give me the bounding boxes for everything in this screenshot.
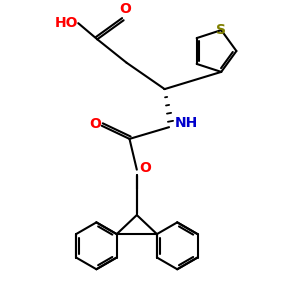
Text: NH: NH	[175, 116, 198, 130]
Text: O: O	[89, 117, 101, 131]
Text: S: S	[216, 23, 226, 37]
Text: O: O	[119, 2, 131, 16]
Text: HO: HO	[55, 16, 78, 30]
Text: O: O	[139, 161, 151, 175]
